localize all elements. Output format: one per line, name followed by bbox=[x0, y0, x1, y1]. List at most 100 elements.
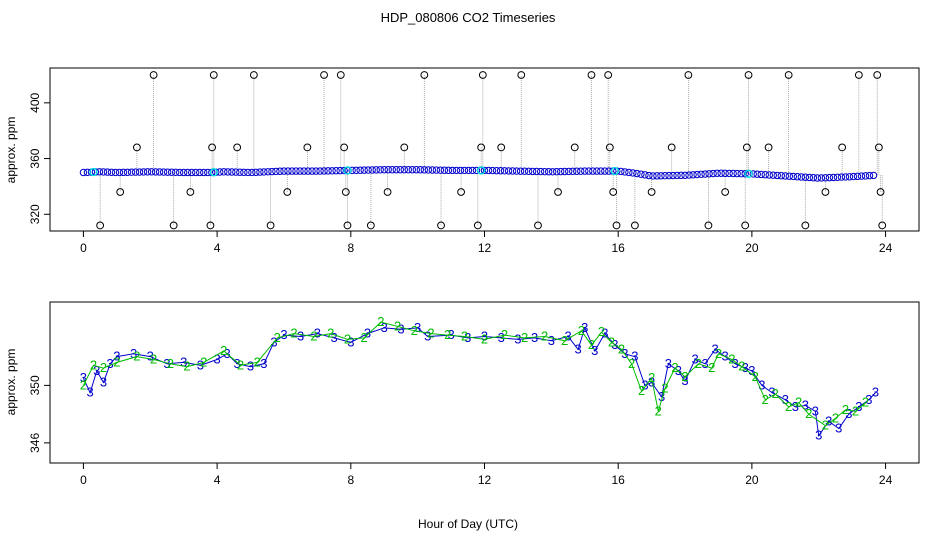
baseline-point bbox=[408, 166, 417, 174]
spike-point bbox=[400, 143, 409, 152]
baseline-point bbox=[665, 171, 673, 180]
series-2-point: 2 bbox=[411, 323, 418, 338]
baseline-point bbox=[733, 169, 741, 178]
spike-point bbox=[704, 221, 713, 230]
baseline-point bbox=[524, 167, 533, 176]
spike-point bbox=[303, 143, 312, 152]
baseline-point bbox=[163, 168, 172, 176]
baseline-point bbox=[516, 167, 525, 175]
baseline-point bbox=[689, 171, 697, 179]
series-2-point: 2 bbox=[394, 318, 401, 333]
baseline-point bbox=[384, 166, 392, 174]
baseline-point bbox=[661, 171, 669, 180]
spike-point bbox=[320, 71, 328, 79]
series-3-point: 3 bbox=[665, 356, 672, 371]
baseline-point bbox=[637, 170, 645, 178]
baseline-point bbox=[629, 169, 637, 177]
series-2-point: 2 bbox=[728, 352, 735, 367]
baseline-point bbox=[436, 166, 445, 174]
baseline-point bbox=[444, 166, 453, 175]
baseline-point bbox=[312, 167, 320, 175]
baseline-point bbox=[765, 171, 773, 179]
series-2-point: 2 bbox=[655, 403, 662, 418]
baseline-point bbox=[280, 167, 288, 175]
baseline-point bbox=[781, 172, 790, 180]
baseline-point bbox=[841, 173, 850, 181]
spike-point bbox=[169, 221, 178, 230]
baseline-point bbox=[492, 166, 501, 175]
series-2-point: 2 bbox=[638, 383, 645, 398]
baseline-point bbox=[240, 168, 248, 177]
baseline-point bbox=[785, 172, 794, 180]
baseline-point bbox=[284, 167, 292, 175]
spike-point bbox=[873, 71, 882, 79]
series-3-point: 3 bbox=[865, 392, 872, 407]
series-2-point: 2 bbox=[290, 326, 297, 341]
baseline-point bbox=[147, 168, 156, 176]
baseline-point bbox=[809, 174, 818, 182]
bottom-y-tick-label: 350 bbox=[28, 375, 42, 395]
spike-point bbox=[874, 143, 883, 152]
baseline-point bbox=[468, 166, 477, 175]
baseline-point bbox=[753, 170, 761, 178]
series-2-point: 2 bbox=[427, 326, 434, 341]
baseline-point bbox=[448, 166, 457, 175]
spike-point bbox=[612, 221, 621, 230]
series-2-point: 2 bbox=[113, 354, 120, 369]
baseline-point bbox=[793, 173, 802, 181]
baseline-point bbox=[548, 168, 557, 176]
series-2-point: 2 bbox=[561, 333, 568, 348]
baseline-point bbox=[135, 168, 144, 176]
series-2-point: 2 bbox=[150, 352, 157, 367]
baseline-point bbox=[296, 167, 304, 175]
spike-point bbox=[801, 221, 810, 230]
baseline-point bbox=[420, 166, 429, 174]
series-3-point: 3 bbox=[701, 356, 708, 371]
series-3-point: 3 bbox=[364, 326, 371, 341]
baseline-point bbox=[508, 167, 517, 175]
series-3-point: 3 bbox=[107, 356, 114, 371]
top-x-tick-label: 12 bbox=[478, 241, 492, 255]
baseline-point bbox=[139, 168, 148, 176]
baseline-point bbox=[252, 168, 260, 176]
baseline-point bbox=[569, 167, 577, 176]
spike-point bbox=[764, 143, 773, 152]
spike-point bbox=[517, 71, 526, 79]
baseline-point bbox=[685, 171, 693, 179]
chart-title: HDP_080806 CO2 Timeseries bbox=[381, 10, 556, 25]
cyan-point bbox=[476, 166, 486, 175]
series-2-point: 2 bbox=[795, 395, 802, 410]
baseline-point bbox=[192, 168, 200, 177]
baseline-point bbox=[260, 168, 268, 176]
series-2-point: 2 bbox=[344, 331, 351, 346]
baseline-point bbox=[729, 169, 737, 178]
baseline-point bbox=[865, 171, 874, 180]
baseline-point bbox=[472, 166, 481, 175]
spike-point bbox=[209, 71, 218, 79]
spike-point bbox=[478, 71, 487, 79]
baseline-point bbox=[817, 174, 826, 182]
series-3-point: 3 bbox=[742, 360, 749, 375]
baseline-point bbox=[396, 166, 404, 174]
spike-point bbox=[878, 221, 887, 230]
cyan-point bbox=[343, 166, 352, 175]
baseline-point bbox=[488, 166, 497, 175]
baseline-point bbox=[308, 167, 316, 175]
series-2-point: 2 bbox=[715, 346, 722, 361]
spike-point bbox=[383, 188, 392, 196]
spike-point bbox=[266, 221, 275, 230]
series-3-point: 3 bbox=[748, 363, 755, 378]
series-3-point: 3 bbox=[498, 330, 505, 345]
baseline-point bbox=[597, 167, 605, 175]
spike-point bbox=[457, 188, 466, 196]
spike-point bbox=[336, 71, 345, 79]
series-2-point: 2 bbox=[772, 386, 779, 401]
top-x-tick-label: 8 bbox=[347, 241, 354, 255]
series-3-point: 3 bbox=[815, 428, 822, 443]
baseline-point bbox=[244, 168, 252, 177]
spike-point bbox=[854, 71, 863, 79]
series-3-point: 3 bbox=[835, 421, 842, 436]
baseline-point bbox=[561, 167, 569, 176]
